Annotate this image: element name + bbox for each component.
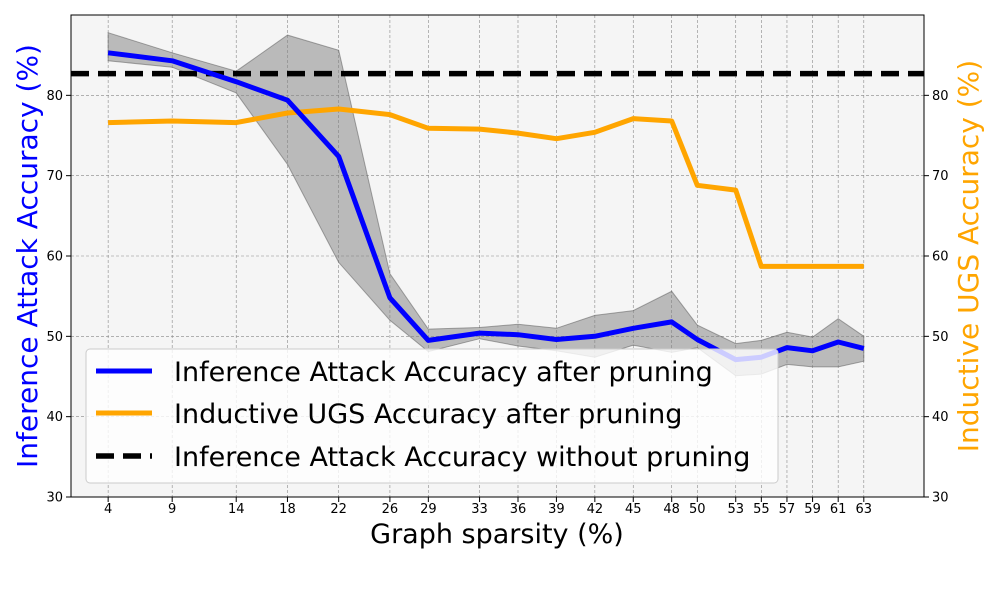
legend-label-baseline: Inference Attack Accuracy without prunin… xyxy=(174,442,750,473)
y-axis-right-title: Inductive UGS Accuracy (%) xyxy=(952,60,985,452)
x-tick-label: 61 xyxy=(830,502,847,517)
y-left-tick-label: 30 xyxy=(46,491,63,506)
legend-label-inductive-ugs: Inductive UGS Accuracy after pruning xyxy=(174,399,682,430)
series-line-inference-attack xyxy=(107,50,865,363)
y-left-tick-label: 80 xyxy=(46,89,63,104)
y-axis-left-title: Inference Attack Accuracy (%) xyxy=(11,44,44,468)
y-right-tick-label: 80 xyxy=(932,89,949,104)
x-tick-label: 9 xyxy=(168,502,176,517)
y-right-tick-label: 50 xyxy=(932,330,949,345)
y-left-tick-label: 40 xyxy=(46,410,63,425)
x-tick-label: 39 xyxy=(548,502,565,517)
x-tick-label: 22 xyxy=(330,502,347,517)
x-tick-label: 48 xyxy=(663,502,680,517)
legend-box xyxy=(85,348,779,484)
x-tick-label: 18 xyxy=(279,502,296,517)
legend: Inference Attack Accuracy after pruning … xyxy=(85,348,779,484)
y-axis-left: 30 40 50 60 70 80 xyxy=(46,89,71,506)
legend-label-inference-attack: Inference Attack Accuracy after pruning xyxy=(174,357,713,388)
y-right-tick-label: 60 xyxy=(932,250,949,265)
x-tick-label: 63 xyxy=(856,502,873,517)
x-tick-label: 45 xyxy=(625,502,642,517)
y-left-tick-label: 70 xyxy=(46,169,63,184)
x-tick-label: 50 xyxy=(689,502,706,517)
inference-attack-band xyxy=(107,32,865,377)
x-axis-title: Graph sparsity (%) xyxy=(370,519,624,550)
y-axis-right: 30 40 50 60 70 80 xyxy=(924,89,949,506)
y-left-tick-label: 60 xyxy=(46,250,63,265)
x-tick-label: 33 xyxy=(471,502,488,517)
y-right-tick-label: 70 xyxy=(932,169,949,184)
x-tick-label: 4 xyxy=(104,502,112,517)
x-axis: 4 9 14 18 22 26 29 33 36 39 42 45 48 50 53 55 57 59 61 63 xyxy=(104,497,872,517)
x-tick-label: 14 xyxy=(228,502,245,517)
x-tick-label: 26 xyxy=(382,502,399,517)
y-right-tick-label: 30 xyxy=(932,491,949,506)
x-tick-label: 53 xyxy=(727,502,744,517)
x-tick-label: 36 xyxy=(510,502,527,517)
y-left-tick-label: 50 xyxy=(46,330,63,345)
y-right-tick-label: 40 xyxy=(932,410,949,425)
x-tick-label: 57 xyxy=(779,502,796,517)
x-tick-label: 59 xyxy=(804,502,821,517)
x-tick-label: 42 xyxy=(587,502,604,517)
x-tick-label: 55 xyxy=(753,502,770,517)
x-tick-label: 29 xyxy=(420,502,437,517)
